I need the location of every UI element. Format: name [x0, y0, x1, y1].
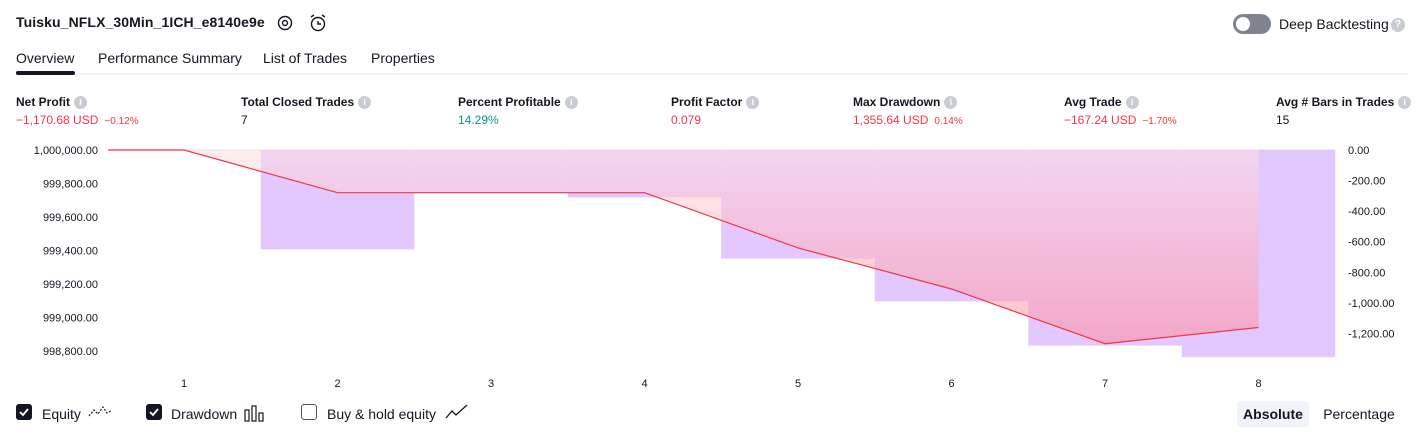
right-axis-tick: -400.00 — [1348, 206, 1385, 218]
percentage-button[interactable]: Percentage — [1323, 406, 1395, 422]
absolute-button[interactable]: Absolute — [1237, 401, 1309, 427]
x-axis-tick: 4 — [641, 378, 647, 390]
active-tab-indicator — [16, 71, 75, 75]
x-axis-tick: 6 — [948, 378, 954, 390]
metric-avg-trade-label: Avg Trade i — [1064, 95, 1139, 110]
help-icon[interactable]: ? — [1391, 18, 1405, 32]
info-icon[interactable]: i — [358, 96, 372, 110]
settings-icon[interactable] — [275, 13, 295, 33]
equity-line — [108, 149, 1259, 345]
tab-performance-summary[interactable]: Performance Summary — [98, 50, 242, 66]
buy-hold-line-icon — [445, 403, 469, 426]
metric-net-profit-label: Net Profit i — [16, 95, 87, 110]
right-axis-tick: -1,000.00 — [1348, 298, 1394, 310]
deep-backtesting-label: Deep Backtesting — [1279, 16, 1389, 32]
metric-profit-factor-value: 0.079 — [671, 113, 702, 127]
x-axis-tick: 3 — [488, 378, 494, 390]
right-axis-tick: -200.00 — [1348, 176, 1385, 188]
left-axis-tick: 999,200.00 — [43, 279, 98, 291]
info-icon[interactable]: i — [74, 96, 87, 110]
metric-avg-bars-value: 15 — [1276, 113, 1290, 127]
info-icon[interactable]: i — [944, 96, 958, 110]
metric-total-closed-trades-label: Total Closed Trades i — [241, 95, 372, 110]
tab-bar-divider — [16, 73, 1408, 75]
x-axis-tick: 1 — [181, 378, 187, 390]
metric-profit-factor-label: Profit Factor i — [671, 95, 760, 110]
metric-max-drawdown-value: 1,355.64 USD 0.14% — [853, 113, 963, 127]
info-icon[interactable]: i — [564, 96, 578, 110]
info-icon[interactable]: i — [1398, 96, 1412, 110]
alarm-add-icon[interactable] — [308, 13, 328, 33]
metric-net-profit-value: −1,170.68 USD −0.12% — [16, 113, 139, 127]
tab-properties[interactable]: Properties — [371, 50, 435, 66]
left-axis-tick: 998,800.00 — [43, 346, 98, 358]
info-icon[interactable]: i — [746, 96, 760, 110]
right-axis-tick: 0.00 — [1348, 145, 1369, 157]
strategy-title: Tuisku_NFLX_30Min_1ICH_e8140e9e — [16, 14, 265, 30]
metric-max-drawdown-label: Max Drawdown i — [853, 95, 958, 110]
equity-drawdown-chart: 1,000,000.00 999,800.00 999,600.00 999,400.… — [34, 145, 1395, 390]
buy-hold-label[interactable]: Buy & hold equity — [327, 406, 436, 422]
drawdown-bars-icon — [244, 404, 266, 427]
metric-percent-profitable-value: 14.29% — [458, 113, 499, 127]
drawdown-label[interactable]: Drawdown — [171, 406, 238, 422]
equity-checkbox[interactable] — [16, 404, 32, 420]
metric-avg-trade-value: −167.24 USD −1.70% — [1064, 113, 1177, 127]
deep-backtesting-toggle[interactable] — [1233, 14, 1271, 34]
metric-percent-profitable-label: Percent Profitable i — [458, 95, 578, 110]
left-axis-tick: 999,000.00 — [43, 312, 98, 324]
tab-overview[interactable]: Overview — [16, 50, 75, 66]
equity-line-icon — [88, 403, 112, 426]
x-axis-tick: 8 — [1255, 378, 1261, 390]
left-axis-tick: 999,800.00 — [43, 178, 98, 190]
metric-avg-bars-label: Avg # Bars in Trades i — [1276, 95, 1412, 110]
tab-list-of-trades[interactable]: List of Trades — [263, 50, 348, 66]
info-icon[interactable]: i — [1125, 96, 1139, 110]
right-axis-tick: -600.00 — [1348, 237, 1385, 249]
equity-label[interactable]: Equity — [42, 406, 81, 422]
drawdown-checkbox[interactable] — [146, 404, 162, 420]
left-axis-tick: 999,600.00 — [43, 212, 98, 224]
x-axis-tick: 7 — [1102, 378, 1108, 390]
buy-hold-checkbox[interactable] — [301, 404, 317, 420]
left-axis-tick: 1,000,000.00 — [34, 145, 98, 157]
left-axis-tick: 999,400.00 — [43, 245, 98, 257]
metric-total-closed-trades-value: 7 — [241, 113, 248, 127]
right-axis-tick: -1,200.00 — [1348, 328, 1394, 340]
x-axis-tick: 5 — [795, 378, 801, 390]
x-axis-tick: 2 — [334, 378, 340, 390]
right-axis-tick: -800.00 — [1348, 267, 1385, 279]
